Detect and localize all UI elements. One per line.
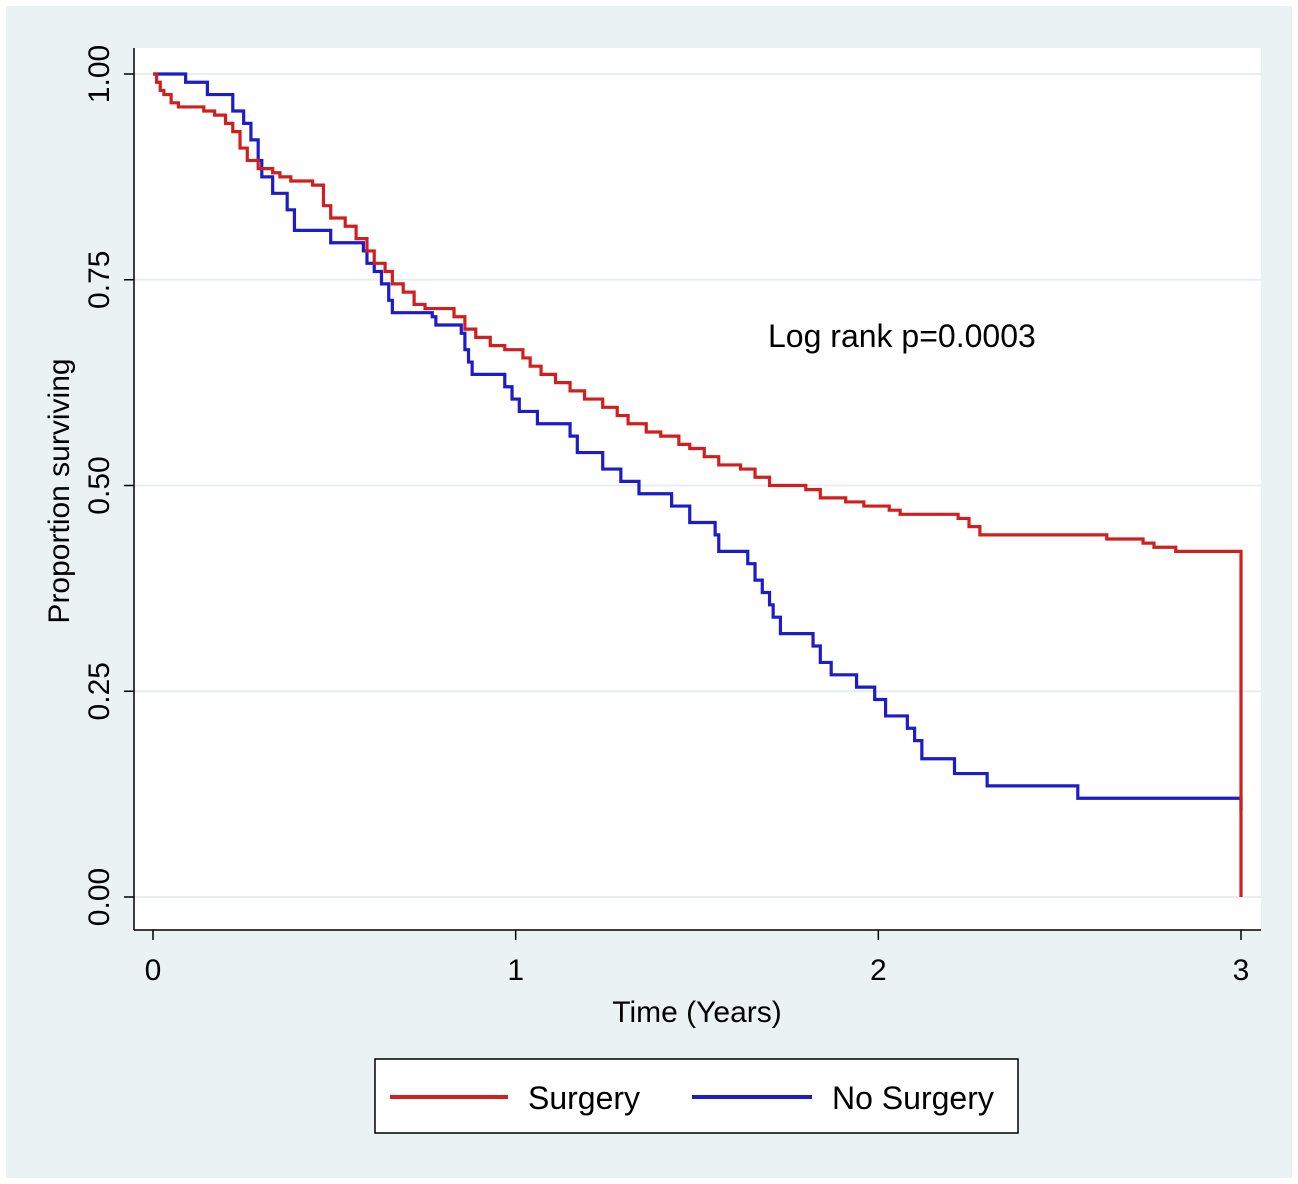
series-layer — [153, 72, 1243, 897]
series-line-no-surgery — [153, 72, 1243, 811]
legend-label-no-surgery: No Surgery — [832, 1080, 994, 1116]
legend-label-surgery: Surgery — [528, 1080, 640, 1116]
plot-area — [134, 48, 1261, 930]
axes — [133, 48, 1261, 931]
chart-background: 0.00 0.25 0.50 0.75 1.00 0 1 2 3 Time (Years) Pr… — [6, 6, 1292, 1178]
x-tick-label: 1 — [507, 954, 524, 987]
x-tick-label: 3 — [1233, 954, 1250, 987]
legend: Surgery No Surgery — [374, 1058, 1019, 1134]
ticks: 0.00 0.25 0.50 0.75 1.00 0 1 2 3 — [83, 45, 1249, 987]
log-rank-annotation: Log rank p=0.0003 — [768, 318, 1036, 354]
y-tick-label: 0.50 — [83, 456, 116, 514]
x-tick-label: 2 — [870, 954, 887, 987]
grid-lines — [134, 73, 1261, 898]
survival-chart: 0.00 0.25 0.50 0.75 1.00 0 1 2 3 Time (Years) Pr… — [43, 45, 1261, 1134]
y-tick-label: 0.00 — [83, 868, 116, 926]
y-tick-label: 1.00 — [83, 45, 116, 103]
y-tick-label: 0.75 — [83, 251, 116, 309]
x-tick-label: 0 — [145, 954, 162, 987]
x-axis-title: Time (Years) — [612, 996, 781, 1029]
series-line-surgery — [153, 72, 1243, 897]
y-tick-label: 0.25 — [83, 662, 116, 720]
y-axis-title: Proportion surviving — [43, 358, 76, 623]
